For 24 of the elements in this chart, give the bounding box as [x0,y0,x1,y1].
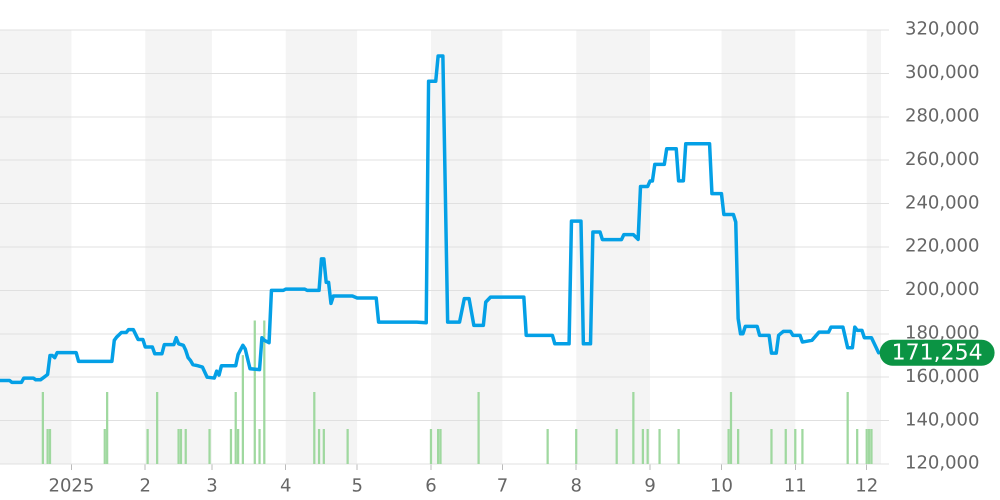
y-tick-label: 220,000 [905,236,980,257]
y-tick-label: 160,000 [905,366,980,387]
x-tick-label: 12 [855,475,878,496]
x-tick-label: 5 [351,475,363,496]
y-tick-label: 180,000 [905,322,980,344]
annotation: 171,254 [892,340,983,366]
y-tick-label: 240,000 [905,192,980,214]
x-tick-label: 3 [206,475,218,496]
y-tick-label: 140,000 [905,409,980,430]
x-tick-label: 8 [570,475,582,496]
x-tick-label: 11 [784,475,807,496]
x-tick-label: 7 [496,475,508,496]
x-tick-label: 9 [644,475,656,496]
y-tick-label: 320,000 [905,18,980,40]
y-tick-label: 120,000 [905,452,980,474]
x-tick-label: 10 [710,475,733,496]
y-tick-label: 200,000 [905,279,980,300]
x-tick-label: 6 [425,475,437,496]
y-tick-label: 300,000 [905,62,980,84]
x-tick-label: 2025 [48,475,94,496]
x-tick-label: 4 [280,475,292,496]
x-tick-label: 2 [140,475,151,496]
y-tick-label: 260,000 [905,148,980,170]
y-tick-label: 280,000 [905,105,980,126]
